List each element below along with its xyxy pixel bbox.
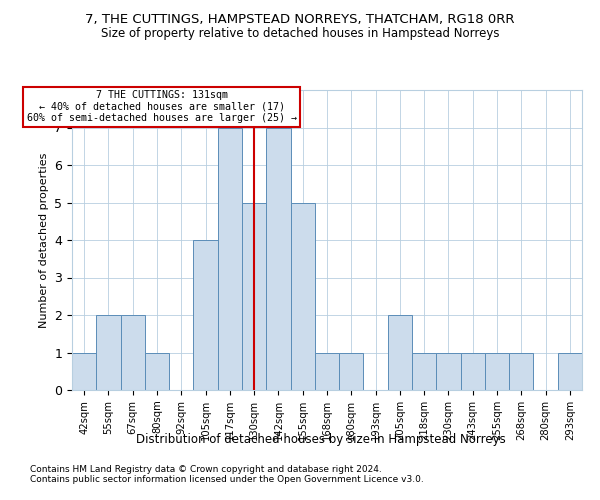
Text: Size of property relative to detached houses in Hampstead Norreys: Size of property relative to detached ho…: [101, 28, 499, 40]
Bar: [72, 352, 96, 390]
Y-axis label: Number of detached properties: Number of detached properties: [39, 152, 49, 328]
Bar: [509, 352, 533, 390]
Bar: [558, 352, 582, 390]
Bar: [266, 128, 290, 390]
Bar: [193, 240, 218, 390]
Text: Distribution of detached houses by size in Hampstead Norreys: Distribution of detached houses by size …: [136, 432, 506, 446]
Bar: [339, 352, 364, 390]
Bar: [412, 352, 436, 390]
Text: 7, THE CUTTINGS, HAMPSTEAD NORREYS, THATCHAM, RG18 0RR: 7, THE CUTTINGS, HAMPSTEAD NORREYS, THAT…: [85, 12, 515, 26]
Bar: [315, 352, 339, 390]
Bar: [461, 352, 485, 390]
Bar: [121, 315, 145, 390]
Bar: [436, 352, 461, 390]
Bar: [145, 352, 169, 390]
Text: 7 THE CUTTINGS: 131sqm
← 40% of detached houses are smaller (17)
60% of semi-det: 7 THE CUTTINGS: 131sqm ← 40% of detached…: [27, 90, 297, 124]
Text: Contains public sector information licensed under the Open Government Licence v3: Contains public sector information licen…: [30, 476, 424, 484]
Bar: [96, 315, 121, 390]
Bar: [242, 202, 266, 390]
Bar: [290, 202, 315, 390]
Bar: [388, 315, 412, 390]
Text: Contains HM Land Registry data © Crown copyright and database right 2024.: Contains HM Land Registry data © Crown c…: [30, 466, 382, 474]
Bar: [485, 352, 509, 390]
Bar: [218, 128, 242, 390]
